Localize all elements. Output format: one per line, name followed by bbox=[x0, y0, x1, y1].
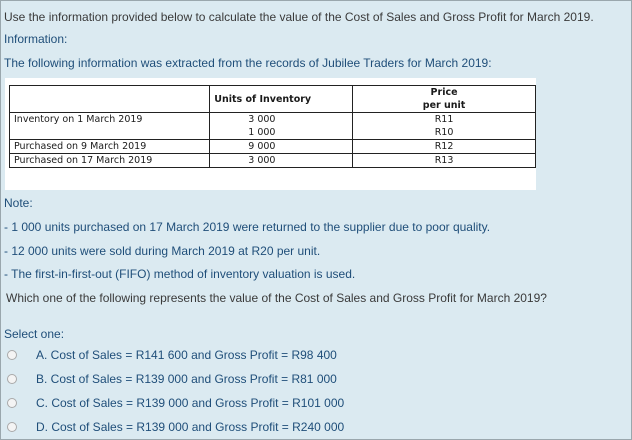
table-header-units: Units of Inventory bbox=[209, 85, 354, 113]
table-header-price: Price per unit bbox=[352, 85, 536, 113]
information-text: The following information was extracted … bbox=[4, 56, 492, 70]
table-header-blank bbox=[8, 85, 211, 113]
radio-button[interactable] bbox=[7, 374, 17, 384]
option-label: B. Cost of Sales = R139 000 and Gross Pr… bbox=[36, 372, 337, 386]
inventory-table-image: Units of Inventory Price per unit Invent… bbox=[5, 78, 536, 190]
note-label: Note: bbox=[4, 196, 33, 210]
answer-option-c[interactable]: C. Cost of Sales = R139 000 and Gross Pr… bbox=[7, 396, 344, 410]
radio-button[interactable] bbox=[7, 422, 17, 432]
information-label: Information: bbox=[4, 32, 68, 46]
option-label: A. Cost of Sales = R141 600 and Gross Pr… bbox=[36, 348, 337, 362]
note-item: - The first-in-first-out (FIFO) method o… bbox=[4, 267, 356, 281]
note-item: - 12 000 units were sold during March 20… bbox=[4, 244, 321, 258]
note-item: - 1 000 units purchased on 17 March 2019… bbox=[4, 220, 491, 234]
radio-button[interactable] bbox=[7, 398, 17, 408]
table-row: 1 000 R10 bbox=[8, 126, 536, 140]
answer-option-b[interactable]: B. Cost of Sales = R139 000 and Gross Pr… bbox=[7, 372, 337, 386]
answer-option-d[interactable]: D. Cost of Sales = R139 000 and Gross Pr… bbox=[7, 420, 344, 434]
inventory-table: Units of Inventory Price per unit Invent… bbox=[8, 85, 536, 168]
select-one-label: Select one: bbox=[4, 327, 65, 341]
table-row: Purchased on 9 March 2019 9 000 R12 bbox=[8, 139, 536, 154]
instruction-text: Use the information provided below to ca… bbox=[4, 10, 594, 24]
table-row: Inventory on 1 March 2019 3 000 R11 bbox=[8, 112, 536, 126]
answer-option-a[interactable]: A. Cost of Sales = R141 600 and Gross Pr… bbox=[7, 348, 337, 362]
table-row: Purchased on 17 March 2019 3 000 R13 bbox=[8, 153, 536, 168]
option-label: C. Cost of Sales = R139 000 and Gross Pr… bbox=[36, 396, 345, 410]
option-label: D. Cost of Sales = R139 000 and Gross Pr… bbox=[36, 420, 345, 434]
radio-button[interactable] bbox=[7, 350, 17, 360]
question-prompt: Which one of the following represents th… bbox=[6, 291, 547, 305]
